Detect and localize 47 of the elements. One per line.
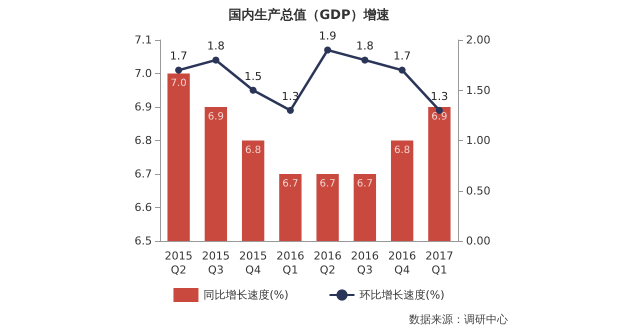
data-label: 6.7 [356,178,373,190]
data-label: 1.3 [430,90,448,103]
x-tick-label: 2016 Q1 [276,250,304,276]
point [212,56,220,64]
x-tick-label: 2016 Q3 [350,250,379,276]
data-label: 1.3 [282,90,300,103]
legend-label: 环比增长速度(%) [360,288,445,302]
data-label: 6.9 [208,112,224,122]
y2-tick-label: 0.50 [466,184,490,198]
y-tick-label: 6.5 [134,234,152,248]
y-tick-label: 6.9 [134,100,152,114]
x-tick-label: 2015 Q4 [239,250,268,276]
y2-tick-label: 0.00 [466,234,490,248]
y2-tick-label: 1.00 [466,134,490,147]
data-label: 6.7 [320,178,336,190]
point [175,66,182,74]
data-label: 6.9 [431,112,448,122]
x-tick-label: 2016 Q4 [388,250,416,276]
chart-title: 国内生产总值（GDP）增速 [228,7,390,23]
data-label: 1.7 [170,50,188,63]
data-label: 7.0 [170,78,187,89]
data-label: 6.7 [282,178,298,190]
data-label: 1.7 [393,50,411,63]
data-label: 1.5 [244,70,262,83]
legend-label: 同比增长速度(%) [203,288,289,302]
y-tick-label: 6.8 [134,134,152,147]
y2-tick-label: 1.50 [466,84,490,97]
y2-tick-label: 2.00 [466,34,490,46]
y-tick-label: 6.7 [134,168,152,180]
data-label: 1.9 [318,30,336,43]
x-tick-label: 2017 Q1 [425,250,454,276]
x-tick-label: 2016 Q2 [314,250,342,276]
x-tick-label: 2015 Q2 [164,250,193,276]
point [398,66,406,74]
point [286,106,294,114]
y-tick-label: 6.6 [134,201,152,214]
data-label: 6.8 [245,145,262,156]
point [324,46,332,54]
point [361,56,368,64]
x-tick-label: 2015 Q3 [202,250,230,276]
point [250,86,257,94]
data-label: 6.8 [394,145,410,156]
y-tick-label: 7.1 [134,34,152,46]
y-tick-label: 7.0 [134,67,152,80]
data-label: 1.8 [356,40,374,53]
data-label: 1.8 [207,40,225,53]
source-note: 数据来源：调研中心 [409,313,508,326]
